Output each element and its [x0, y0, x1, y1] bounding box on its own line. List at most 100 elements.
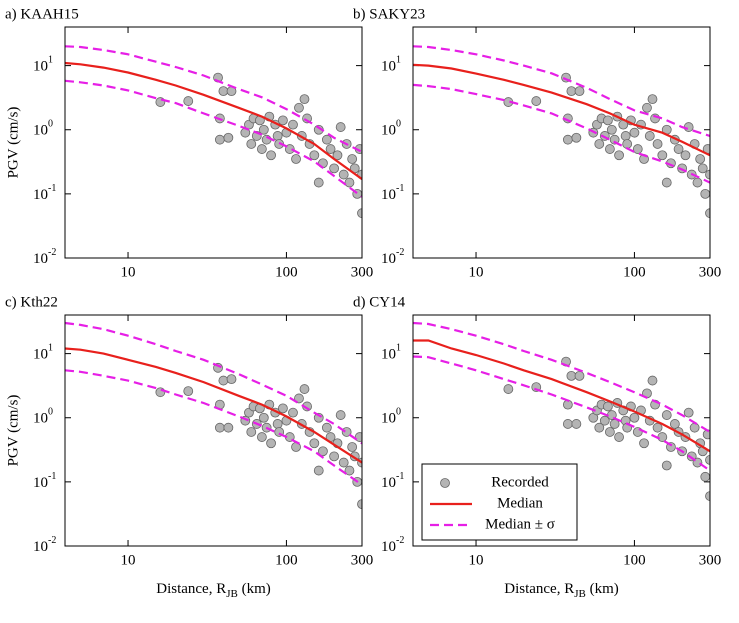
recorded-point — [594, 422, 605, 433]
recorded-point — [299, 94, 310, 105]
panel-title: d) CY14 — [353, 294, 406, 310]
y-tick-label: 101 — [33, 55, 53, 75]
y-tick-exponent: -2 — [396, 535, 404, 546]
median-line — [65, 61, 362, 180]
recorded-point — [256, 144, 267, 154]
x-axis-label-part: Distance, R — [156, 581, 226, 597]
recorded-point — [277, 403, 288, 414]
legend-marker — [440, 478, 450, 488]
y-tick-label: 100 — [381, 407, 401, 427]
recorded-point — [683, 407, 694, 418]
recorded-point — [695, 154, 706, 164]
lower-sigma-line — [65, 369, 362, 486]
recorded-point — [647, 375, 658, 386]
upper-sigma-line — [413, 45, 710, 138]
recorded-point — [614, 432, 624, 442]
recorded-point — [639, 438, 649, 449]
y-tick-label: 100 — [33, 407, 53, 427]
y-tick-exponent: 1 — [48, 55, 53, 66]
recorded-point — [155, 387, 166, 398]
recorded-point — [294, 102, 304, 113]
plot-area — [65, 321, 362, 510]
recorded-point — [347, 442, 358, 452]
x-axis-label-part: Distance, R — [504, 581, 574, 597]
recorded-point — [644, 131, 655, 141]
recorded-point — [335, 410, 346, 420]
recorded-point — [318, 446, 328, 457]
y-tick-base: 10 — [381, 123, 396, 139]
recorded-point — [574, 370, 585, 381]
recorded-point — [594, 139, 605, 149]
recorded-point — [329, 451, 340, 462]
recorded-point — [272, 419, 283, 429]
y-tick-label: 101 — [33, 343, 53, 363]
recorded-point — [657, 150, 668, 161]
recorded-point — [313, 465, 324, 476]
median-line — [65, 347, 362, 464]
plot-area — [413, 45, 710, 219]
recorded-point — [700, 188, 710, 199]
recorded-point — [692, 177, 703, 188]
recorded-point — [661, 177, 672, 188]
median-line — [413, 339, 710, 453]
recorded-point — [602, 115, 613, 126]
recorded-point — [299, 384, 310, 394]
recorded-point — [571, 132, 582, 143]
x-tick-label: 10 — [469, 264, 484, 280]
y-tick-label: 10-1 — [381, 471, 404, 491]
x-tick-label: 100 — [623, 264, 646, 280]
y-axis-label: PGV (cm/s) — [5, 107, 21, 179]
y-tick-label: 101 — [381, 343, 401, 363]
x-tick-label: 100 — [275, 552, 298, 568]
recorded-point — [652, 422, 663, 433]
recorded-point — [657, 432, 668, 442]
upper-sigma-line — [413, 321, 710, 433]
recorded-point — [183, 386, 194, 397]
y-tick-exponent: -2 — [48, 535, 56, 546]
recorded-point — [344, 177, 355, 188]
y-tick-exponent: 1 — [396, 343, 401, 354]
recorded-point — [642, 102, 652, 113]
recorded-point — [705, 491, 710, 501]
recorded-point — [705, 208, 710, 219]
recorded-point — [531, 96, 542, 106]
recorded-point — [266, 150, 276, 161]
x-tick-label: 100 — [623, 552, 646, 568]
recorded-point — [325, 144, 336, 154]
y-tick-base: 10 — [33, 59, 48, 75]
y-tick-exponent: -1 — [396, 183, 404, 194]
x-tick-label: 10 — [469, 552, 484, 568]
plot-area — [413, 321, 710, 501]
recorded-point — [697, 163, 708, 174]
y-tick-base: 10 — [33, 347, 48, 363]
y-tick-exponent: 1 — [48, 343, 53, 354]
recorded-point — [266, 438, 276, 449]
recorded-point — [258, 124, 269, 135]
x-axis-label-part: (km) — [586, 581, 619, 597]
y-tick-label: 10-2 — [33, 535, 56, 555]
y-tick-base: 10 — [381, 539, 396, 555]
recorded-point — [566, 86, 577, 97]
recorded-point — [338, 169, 349, 180]
recorded-point — [214, 422, 225, 433]
y-tick-exponent: 0 — [48, 119, 53, 130]
y-tick-base: 10 — [33, 187, 48, 203]
recorded-point — [647, 94, 658, 105]
recorded-point — [503, 384, 514, 394]
x-tick-label: 10 — [121, 552, 136, 568]
x-tick-label: 100 — [275, 264, 298, 280]
plot-frame — [412, 26, 711, 259]
recorded-point — [602, 401, 613, 412]
y-tick-base: 10 — [381, 411, 396, 427]
recorded-point — [629, 412, 640, 423]
recorded-point — [689, 422, 700, 433]
recorded-point — [256, 432, 267, 442]
upper-sigma-line — [65, 321, 362, 445]
lower-sigma-line — [413, 83, 710, 184]
recorded-point — [604, 427, 615, 437]
panel-title: b) SAKY23 — [353, 6, 425, 22]
lower-sigma-line — [413, 355, 710, 472]
recorded-point — [309, 150, 320, 161]
y-tick-base: 10 — [381, 59, 396, 75]
x-tick-label: 300 — [699, 264, 722, 280]
